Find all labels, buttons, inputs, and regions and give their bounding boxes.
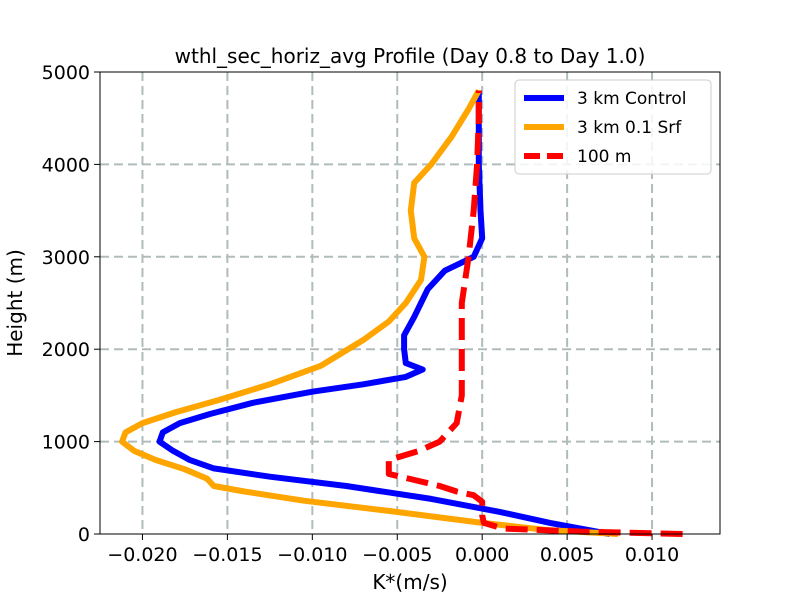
- x-tick-label: 0.000: [455, 544, 509, 566]
- series-line-1: [156, 90, 611, 537]
- legend-label: 3 km 0.1 Srf: [577, 118, 682, 138]
- x-tick-label: −0.005: [362, 544, 432, 566]
- chart-title: wthl_sec_horiz_avg Profile (Day 0.8 to D…: [175, 44, 646, 68]
- series-lines: [119, 89, 683, 537]
- legend: 3 km Control 3 km 0.1 Srf 100 m: [514, 79, 712, 175]
- x-tick-label: −0.020: [107, 544, 177, 566]
- legend-label: 100 m: [577, 147, 631, 167]
- y-tick-label: 1000: [42, 432, 90, 454]
- legend-label: 3 km Control: [577, 89, 686, 109]
- plot-frame: [99, 71, 721, 535]
- y-tick-label: 2000: [42, 339, 90, 361]
- legend-box: [514, 79, 712, 175]
- x-tick-label: −0.015: [192, 544, 262, 566]
- x-axis-label: K*(m/s): [372, 570, 447, 594]
- x-tick-label: 0.005: [540, 544, 594, 566]
- series-line-2: [119, 89, 619, 537]
- grid: [100, 72, 720, 534]
- axis-ticks: −0.020 −0.015 −0.010 −0.005 0.000 0.005 0.010 0…: [42, 62, 680, 566]
- x-tick-label: −0.010: [277, 544, 347, 566]
- y-tick-label: 5000: [42, 62, 90, 84]
- x-tick-label: 0.010: [625, 544, 679, 566]
- y-tick-label: 4000: [42, 154, 90, 176]
- series-line-3: [385, 90, 683, 537]
- y-axis-label: Height (m): [3, 249, 27, 357]
- y-tick-label: 0: [78, 524, 90, 546]
- y-tick-label: 3000: [42, 247, 90, 269]
